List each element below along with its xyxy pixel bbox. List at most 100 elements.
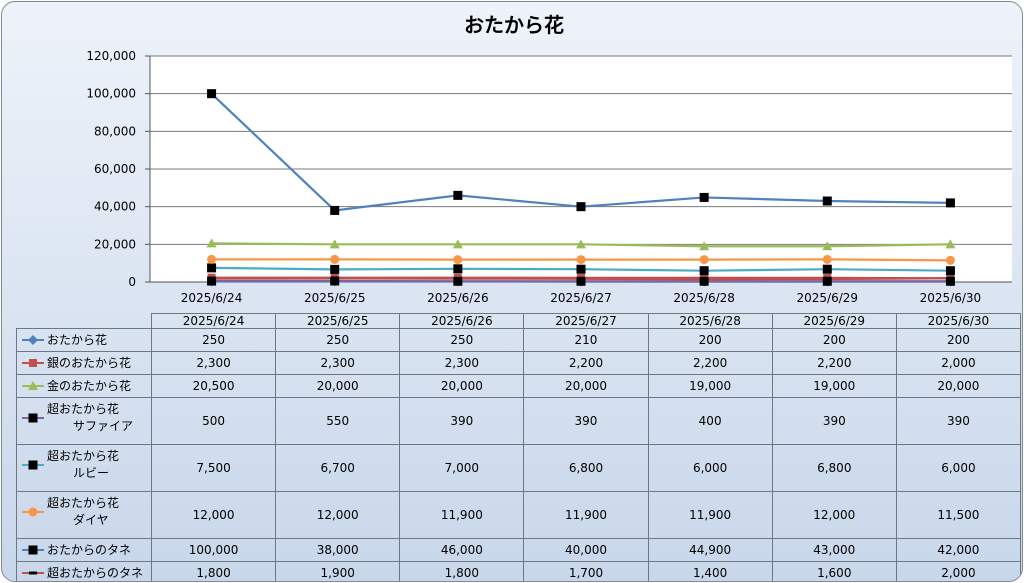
series-name: 金のおたから花 <box>47 378 131 395</box>
table-row-header: 超おたから花 ルビー <box>16 444 152 492</box>
table-cell: 390 <box>771 397 897 445</box>
table-cell: 12,000 <box>771 491 897 539</box>
data-point <box>945 198 955 208</box>
table-row: おたから花 250 250 250 210 200 200 200 <box>16 328 1021 352</box>
table-cell: 20,000 <box>895 374 1021 398</box>
table-cell: 200 <box>895 328 1021 352</box>
legend-key <box>22 381 44 390</box>
data-point <box>822 264 832 274</box>
legend-key <box>22 359 44 367</box>
series-name: 超おたから花 ルビー <box>47 448 119 482</box>
x-tick-label: 2025/6/27 <box>550 291 612 305</box>
legend-marker <box>28 545 38 555</box>
table-cell: 250 <box>399 328 525 352</box>
y-tick-label: 40,000 <box>94 200 136 214</box>
data-point <box>576 276 586 286</box>
data-point <box>945 239 956 249</box>
data-point <box>945 255 955 265</box>
table-cell: 390 <box>895 397 1021 445</box>
legend-marker <box>28 460 38 470</box>
table-cell: 1,400 <box>647 561 773 581</box>
x-tick-label: 2025/6/26 <box>427 291 489 305</box>
table-cell: 400 <box>647 397 773 445</box>
data-point <box>207 254 217 264</box>
table-cell: 11,500 <box>895 491 1021 539</box>
data-point <box>207 89 217 99</box>
data-point <box>453 277 462 281</box>
series-name-line: ダイヤ <box>73 513 109 527</box>
table-row-header: おたから花 <box>16 328 152 352</box>
legend-key <box>22 460 44 470</box>
data-point <box>330 264 340 274</box>
series-name-line: おたからのタネ <box>47 542 132 557</box>
y-tick-label: 0 <box>128 275 136 289</box>
series-name: 超おたから花 ダイヤ <box>47 495 119 529</box>
table-row-header: 超おたからのタネ <box>16 561 152 581</box>
legend-key <box>22 545 44 555</box>
legend-marker <box>28 507 38 517</box>
table-column-header: 2025/6/25 <box>275 313 401 329</box>
series-name: 超おたから花 サファイア <box>47 401 133 435</box>
table-cell: 200 <box>771 328 897 352</box>
table-cell: 6,800 <box>771 444 897 492</box>
table-cell: 20,000 <box>523 374 649 398</box>
legend-marker <box>28 381 38 390</box>
data-table: 2025/6/24 2025/6/25 2025/6/26 2025/6/27 2025… <box>16 313 1021 581</box>
table-cell: 1,900 <box>275 561 401 581</box>
table-row: 銀のおたから花 2,300 2,300 2,300 2,200 2,200 2,200 2,0… <box>16 351 1021 375</box>
data-point <box>576 202 586 212</box>
table-cell: 2,200 <box>771 351 897 375</box>
table-cell: 2,300 <box>150 351 277 375</box>
table-column-header: 2025/6/28 <box>647 313 773 329</box>
table-row: 超おたから花 サファイア 500 550 390 390 400 390 390 <box>16 397 1021 445</box>
table-row-header: 超おたから花 サファイア <box>16 397 152 445</box>
data-point <box>330 276 340 286</box>
legend-marker <box>28 413 38 423</box>
table-cell: 200 <box>647 328 773 352</box>
data-point <box>699 241 710 251</box>
table-cell: 1,800 <box>150 561 277 581</box>
table-corner <box>17 314 152 329</box>
table-column-header: 2025/6/30 <box>895 313 1021 329</box>
data-point <box>823 277 832 281</box>
table-row: 金のおたから花 20,500 20,000 20,000 20,000 19,000 19,… <box>16 374 1021 398</box>
table-cell: 19,000 <box>647 374 773 398</box>
y-tick-label: 20,000 <box>94 237 136 251</box>
table-cell: 11,900 <box>647 491 773 539</box>
table-cell: 46,000 <box>399 538 525 562</box>
table-cell: 20,500 <box>150 374 277 398</box>
series-name: おたから花 <box>47 332 107 349</box>
data-point <box>330 276 339 280</box>
table-row: 超おたから花 ダイヤ 12,000 12,000 11,900 11,900 11,900 1… <box>16 491 1021 539</box>
y-tick-label: 100,000 <box>86 87 136 101</box>
data-point <box>822 196 832 206</box>
table-cell: 20,000 <box>399 374 525 398</box>
data-point <box>330 254 340 264</box>
x-tick-label: 2025/6/28 <box>673 291 735 305</box>
data-point <box>452 239 463 249</box>
series-name-line: 銀のおたから花 <box>47 355 132 370</box>
table-cell: 2,200 <box>647 351 773 375</box>
legend-key <box>22 571 44 575</box>
table-cell: 6,000 <box>895 444 1021 492</box>
data-point <box>329 239 340 249</box>
data-point <box>576 255 586 265</box>
table-cell: 1,600 <box>771 561 897 581</box>
table-cell: 20,000 <box>275 374 401 398</box>
series-name-line: 金のおたから花 <box>47 378 132 393</box>
data-point <box>453 190 463 200</box>
table-column-header: 2025/6/24 <box>150 313 277 329</box>
series-name-line: ルビー <box>73 466 110 480</box>
series-name-line: 超おたから花 <box>47 402 120 416</box>
data-point <box>946 276 955 280</box>
data-point <box>699 266 709 276</box>
table-cell: 390 <box>399 397 525 445</box>
data-point <box>699 255 709 265</box>
x-tick-label: 2025/6/29 <box>797 291 859 305</box>
table-cell: 11,900 <box>399 491 525 539</box>
table-cell: 38,000 <box>275 538 401 562</box>
table-row-header: 金のおたから花 <box>16 374 152 398</box>
table-cell: 1,700 <box>523 561 649 581</box>
